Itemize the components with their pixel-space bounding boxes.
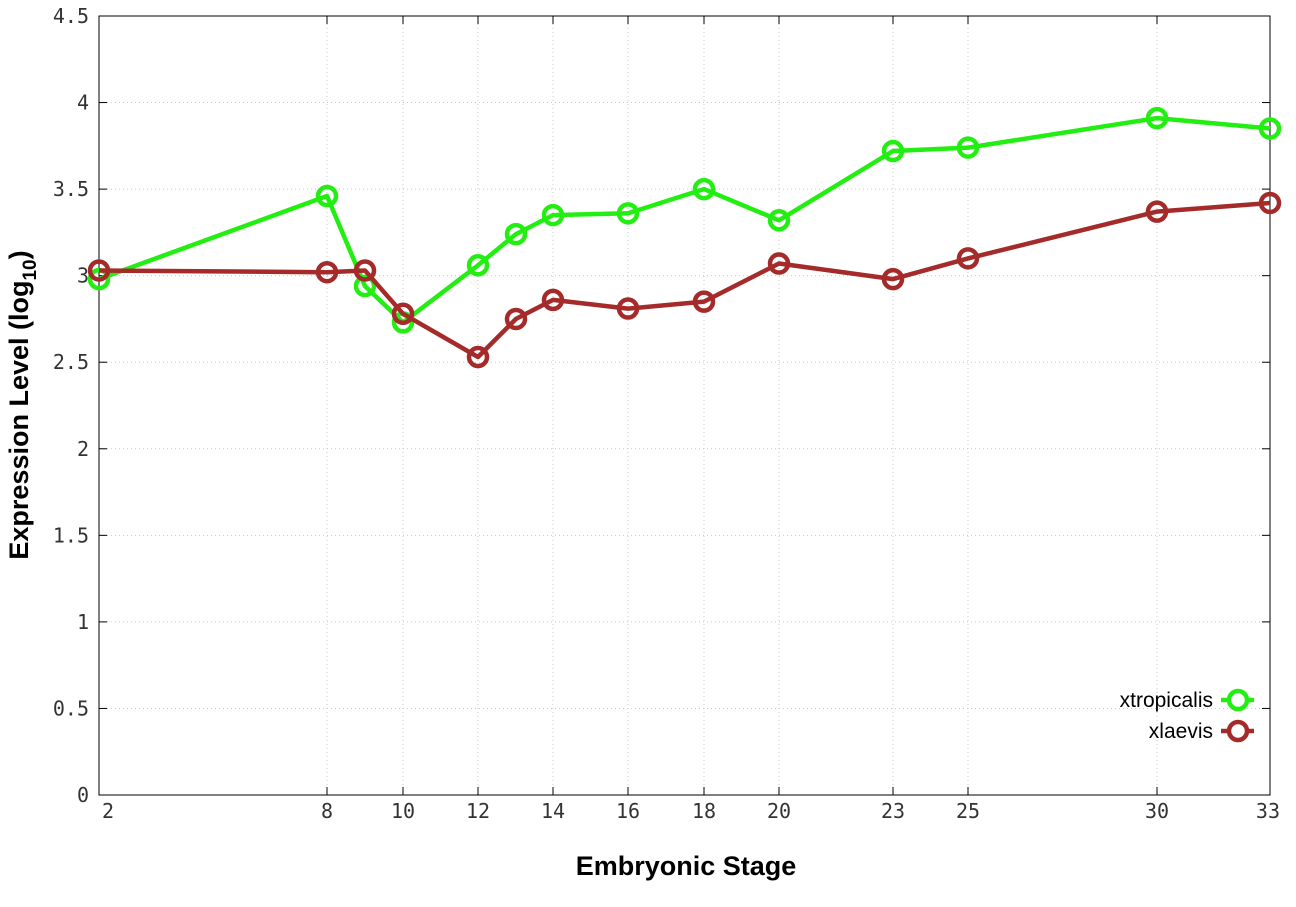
y-axis-ticks: 0 0.5 1 1.5 2 2.5 3 3.5 4 4.5 (53, 4, 1270, 807)
data-point-xlaevis (353, 259, 377, 282)
data-point-xlaevis (315, 260, 339, 284)
y-tick-label: 3 (77, 264, 89, 288)
y-tick-label: 4.5 (53, 4, 89, 28)
data-point-xtropicalis (87, 267, 111, 291)
data-point-xtropicalis (315, 184, 339, 208)
legend: xtropicalis xlaevis (1120, 688, 1254, 743)
legend-label-xlaevis: xlaevis (1149, 720, 1213, 743)
x-tick-label: 8 (321, 799, 333, 823)
data-point-xlaevis (541, 288, 565, 312)
data-point-xlaevis (1145, 200, 1169, 223)
y-tick-label: 0 (77, 783, 89, 807)
x-axis-title: Embryonic Stage (576, 851, 797, 881)
data-point-xlaevis (881, 267, 905, 291)
series-layer (87, 106, 1282, 369)
data-point-xtropicalis (1258, 117, 1282, 140)
data-point-xtropicalis (353, 274, 377, 298)
data-point-xtropicalis (956, 136, 980, 159)
x-tick-label: 25 (956, 799, 980, 823)
data-point-xtropicalis (881, 139, 905, 163)
data-point-xtropicalis (541, 203, 565, 227)
data-point-xtropicalis (692, 177, 716, 201)
series-line-xlaevis (98, 200, 1271, 360)
data-point-xlaevis (87, 259, 111, 282)
y-axis-title-main: Expression Level (log (4, 281, 34, 560)
data-point-xlaevis (692, 290, 716, 313)
y-axis-title: Expression Level (log10) (4, 250, 41, 559)
legend-marker-xlaevis (1226, 719, 1250, 743)
x-tick-label: 16 (616, 799, 640, 823)
x-tick-label: 18 (692, 799, 716, 823)
data-point-xlaevis (1258, 191, 1282, 215)
x-tick-label: 33 (1256, 799, 1280, 823)
data-point-xlaevis (504, 307, 528, 331)
series-xlaevis (87, 191, 1282, 369)
y-axis-title-subscript: 10 (20, 259, 41, 280)
data-point-xtropicalis (767, 209, 791, 232)
x-tick-label: 20 (767, 799, 791, 823)
legend-label-xtropicalis: xtropicalis (1120, 689, 1213, 712)
data-point-xtropicalis (466, 254, 490, 277)
data-point-xtropicalis (616, 202, 640, 225)
legend-item-xtropicalis: xtropicalis (1120, 688, 1254, 712)
y-tick-label: 1 (77, 610, 89, 634)
data-point-xlaevis (616, 297, 640, 320)
x-tick-label: 23 (881, 799, 905, 823)
y-tick-label: 0.5 (53, 696, 89, 720)
legend-item-xlaevis: xlaevis (1149, 719, 1254, 743)
grid-lines (99, 16, 1270, 795)
y-tick-label: 4 (77, 91, 89, 115)
data-point-xlaevis (767, 252, 791, 275)
legend-marker-xtropicalis (1226, 688, 1250, 712)
y-tick-label: 3.5 (53, 177, 89, 201)
x-tick-label: 30 (1145, 799, 1169, 823)
data-point-xtropicalis (504, 222, 528, 246)
series-xtropicalis (87, 106, 1282, 334)
data-point-xlaevis (466, 345, 490, 369)
y-tick-label: 2.5 (53, 350, 89, 374)
data-point-xtropicalis (1145, 106, 1169, 130)
data-point-xlaevis (391, 302, 415, 326)
x-axis-ticks: 2 8 10 12 14 16 18 20 23 25 30 33 (98, 16, 1280, 823)
x-tick-label: 12 (466, 799, 490, 823)
data-point-xlaevis (956, 247, 980, 270)
x-tick-label: 2 (102, 799, 114, 823)
y-axis-title-close: ) (4, 250, 34, 259)
x-tick-label: 14 (541, 799, 565, 823)
y-tick-label: 2 (77, 437, 89, 461)
y-tick-label: 1.5 (53, 523, 89, 547)
x-tick-label: 10 (391, 799, 415, 823)
plot-area-border (98, 15, 1271, 796)
series-line-xtropicalis (98, 115, 1271, 325)
